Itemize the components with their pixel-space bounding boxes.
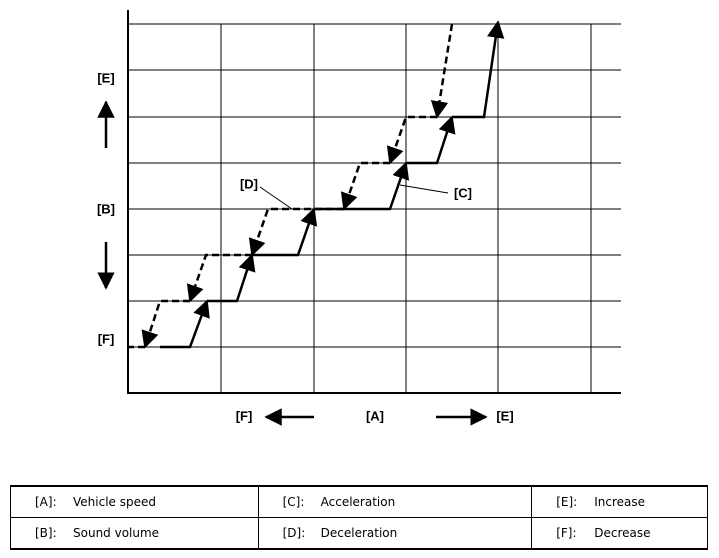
legend-key: [B]: bbox=[35, 526, 57, 540]
legend-cell: [B]: Sound volume bbox=[10, 517, 259, 550]
legend-cell: [A]: Vehicle speed bbox=[10, 485, 259, 518]
legend-text: Increase bbox=[594, 495, 646, 509]
legend-row: [A]: Vehicle speed [C]: Acceleration [E]: I… bbox=[10, 485, 708, 518]
legend-text: Deceleration bbox=[320, 526, 398, 540]
legend-row: [B]: Sound volume [D]: Deceleration [F]: De… bbox=[10, 517, 708, 550]
legend-text: Acceleration bbox=[320, 495, 396, 509]
annotation: [C] bbox=[454, 185, 472, 200]
legend-key: [A]: bbox=[35, 495, 57, 509]
legend-text: Decrease bbox=[594, 526, 651, 540]
legend-key: [E]: bbox=[556, 495, 578, 509]
legend-table: [A]: Vehicle speed [C]: Acceleration [E]: I… bbox=[10, 485, 708, 550]
x-label: [A] bbox=[366, 408, 384, 423]
y-label: [E] bbox=[97, 70, 114, 85]
legend-cell: [D]: Deceleration bbox=[257, 517, 533, 550]
legend-key: [D]: bbox=[282, 526, 306, 540]
legend-key: [F]: bbox=[556, 526, 577, 540]
diagram: [E] [B] [F] [F] [A] [E] [D] [C] bbox=[97, 10, 621, 426]
y-label: [F] bbox=[98, 331, 115, 346]
y-label: [B] bbox=[97, 201, 115, 216]
legend-text: Sound volume bbox=[73, 526, 160, 540]
legend-cell: [E]: Increase bbox=[531, 485, 708, 518]
acceleration-curve bbox=[160, 20, 505, 349]
axes bbox=[127, 10, 621, 394]
x-label: [F] bbox=[236, 408, 253, 423]
deceleration-curve bbox=[128, 23, 454, 349]
leaders bbox=[259, 184, 449, 210]
legend-text: Vehicle speed bbox=[73, 495, 156, 509]
legend-cell: [F]: Decrease bbox=[531, 517, 708, 550]
direction-arrows bbox=[97, 100, 488, 426]
annotation: [D] bbox=[240, 176, 258, 191]
legend-cell: [C]: Acceleration bbox=[257, 485, 533, 518]
x-label: [E] bbox=[496, 408, 513, 423]
legend-key: [C]: bbox=[282, 495, 305, 509]
